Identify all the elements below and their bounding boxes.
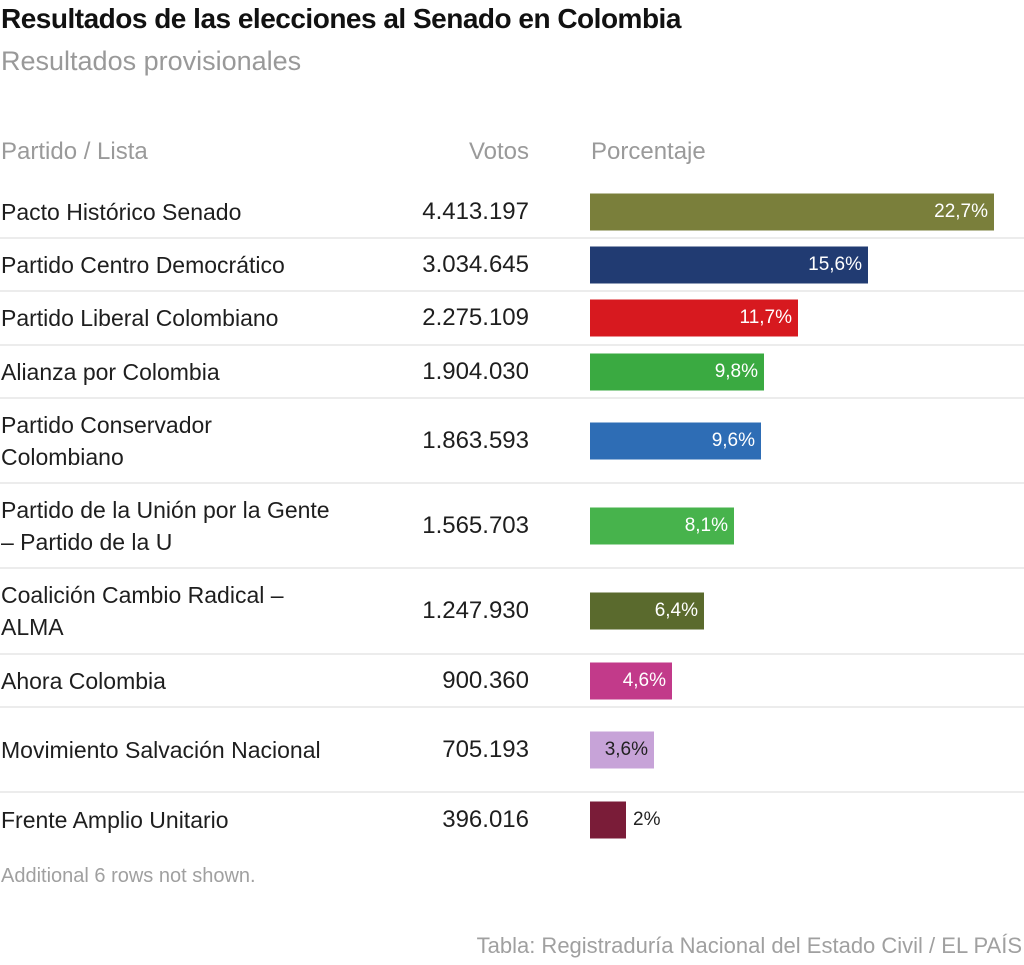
vote-count: 396.016 [442,805,529,833]
vote-count: 4.413.197 [422,197,529,225]
percentage-bar [590,246,868,283]
percentage-bar [590,801,626,838]
party-name: Alianza por Colombia [1,358,220,385]
percentage-bar [590,353,764,390]
vote-count: 1.863.593 [422,426,529,454]
vote-count: 900.360 [442,666,529,694]
party-name: Pacto Histórico Senado [1,198,242,225]
percentage-bar [590,731,654,768]
party-name: Coalición Cambio Radical – ALMA [1,582,284,640]
percentage-bar [590,592,704,630]
column-header-party: Partido / Lista [1,138,148,165]
party-name: Partido Liberal Colombiano [1,305,279,331]
party-name: Movimiento Salvación Nacional [1,736,321,763]
table-header: Partido / Lista Votos Porcentaje [0,130,1024,186]
percentage-label: 6,4% [654,600,698,621]
table-row: Alianza por Colombia 1.904.030 9,8% [0,346,1024,399]
vote-count: 1.904.030 [422,357,529,385]
percentage-bar [590,662,672,699]
table-row: Frente Amplio Unitario 396.016 2% [0,793,1024,846]
vote-count: 705.193 [442,735,529,763]
percentage-label: 22,7% [934,200,988,222]
table-body: Pacto Histórico Senado 4.413.197 22,7% Part… [0,186,1024,846]
vote-count: 3.034.645 [422,250,529,278]
percentage-label: 11,7% [739,307,792,328]
table-row: Partido Conservador Colombiano 1.863.593 9… [0,399,1024,484]
percentage-bar [590,507,734,544]
vote-count: 1.247.930 [422,597,529,624]
vote-count: 2.275.109 [422,304,529,331]
party-name: Partido de la Unión por la Gente – Parti… [1,496,330,555]
table-row: Pacto Histórico Senado 4.413.197 22,7% [0,186,1024,239]
percentage-label: 15,6% [808,253,862,275]
percentage-label: 8,1% [684,514,728,536]
table-row: Movimiento Salvación Nacional 705.193 3,6% [0,708,1024,793]
source-credit: Tabla: Registraduría Nacional del Estado… [476,933,1022,958]
results-table: Partido / Lista Votos Porcentaje Pacto H… [0,130,1024,846]
chart-subtitle: Resultados provisionales [1,46,302,76]
table-row: Partido Centro Democrático 3.034.645 15,6% [0,239,1024,292]
column-header-percentage: Porcentaje [591,138,706,165]
table-row: Partido de la Unión por la Gente – Parti… [0,484,1024,569]
party-name: Ahora Colombia [1,667,166,694]
percentage-label: 3,6% [604,738,648,760]
party-name: Partido Conservador Colombiano [1,411,212,470]
percentage-bar [590,422,761,459]
party-name: Frente Amplio Unitario [1,806,229,833]
table-row: Ahora Colombia 900.360 4,6% [0,655,1024,708]
percentage-bar [590,299,798,337]
table-row: Partido Liberal Colombiano 2.275.109 11,7% [0,292,1024,346]
vote-count: 1.565.703 [422,511,529,539]
rows-not-shown-note: Additional 6 rows not shown. [1,865,256,887]
percentage-label: 9,8% [714,360,758,382]
percentage-label: 4,6% [622,669,666,691]
chart-title: Resultados de las elecciones al Senado e… [1,3,681,34]
column-header-votes: Votos [468,138,529,165]
table-row: Coalición Cambio Radical – ALMA 1.247.930… [0,569,1024,655]
percentage-bar [590,193,994,230]
percentage-label: 2% [633,808,661,830]
party-name: Partido Centro Democrático [1,251,285,278]
percentage-label: 9,6% [711,429,755,451]
